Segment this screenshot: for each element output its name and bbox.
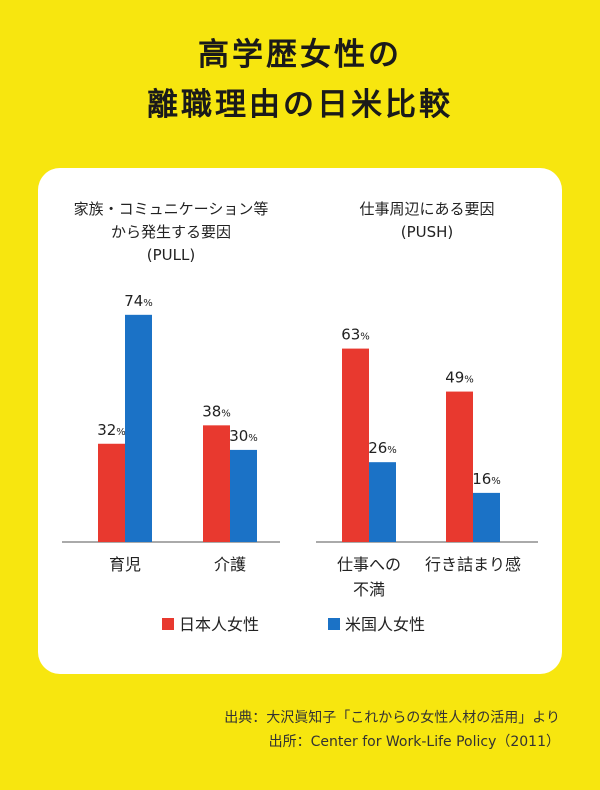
bar	[203, 425, 230, 542]
legend-label: 米国人女性	[345, 615, 425, 634]
data-label: 49%	[445, 369, 474, 387]
title-line-1: 高学歴女性の	[198, 37, 402, 73]
source-line-2: 出所：Center for Work-Life Policy（2011）	[268, 734, 560, 750]
data-label: 32%	[97, 421, 126, 439]
bar	[369, 462, 396, 542]
chart-card: 家族・コミュニケーション等 から発生する要因 (PULL) 32% 74% 育児 38% 30…	[38, 168, 562, 674]
source-line-1: 出典：大沢眞知子「これからの女性人材の活用」より	[224, 710, 560, 726]
group-title-line: (PUSH)	[401, 223, 454, 241]
bar	[446, 391, 473, 542]
data-label: 74%	[124, 292, 153, 310]
data-label: 26%	[368, 439, 397, 457]
group-title-line: 家族・コミュニケーション等	[74, 200, 269, 218]
category-label: 介護	[214, 555, 246, 574]
category-label: 不満	[353, 580, 385, 599]
category-label: 行き詰まり感	[425, 555, 521, 574]
legend-label: 日本人女性	[179, 615, 259, 634]
data-label: 38%	[202, 402, 231, 420]
category-label: 育児	[109, 555, 141, 574]
group-title-line: から発生する要因	[111, 223, 231, 241]
bar	[98, 443, 125, 542]
group-title-line: 仕事周辺にある要因	[359, 200, 494, 218]
data-label: 16%	[472, 470, 501, 488]
bar	[342, 348, 369, 542]
bar	[473, 492, 500, 542]
page-title: 高学歴女性の 離職理由の日米比較	[0, 30, 600, 130]
category-label: 仕事への	[337, 555, 401, 574]
bar	[230, 449, 257, 542]
data-label: 63%	[341, 326, 370, 344]
legend-swatch	[162, 618, 174, 630]
data-label: 30%	[229, 427, 258, 445]
group-title-line: (PULL)	[147, 246, 195, 264]
source-note: 出典：大沢眞知子「これからの女性人材の活用」より 出所：Center for W…	[224, 706, 560, 754]
legend-swatch	[328, 618, 340, 630]
bar	[125, 314, 152, 542]
title-line-2: 離職理由の日米比較	[147, 87, 453, 123]
